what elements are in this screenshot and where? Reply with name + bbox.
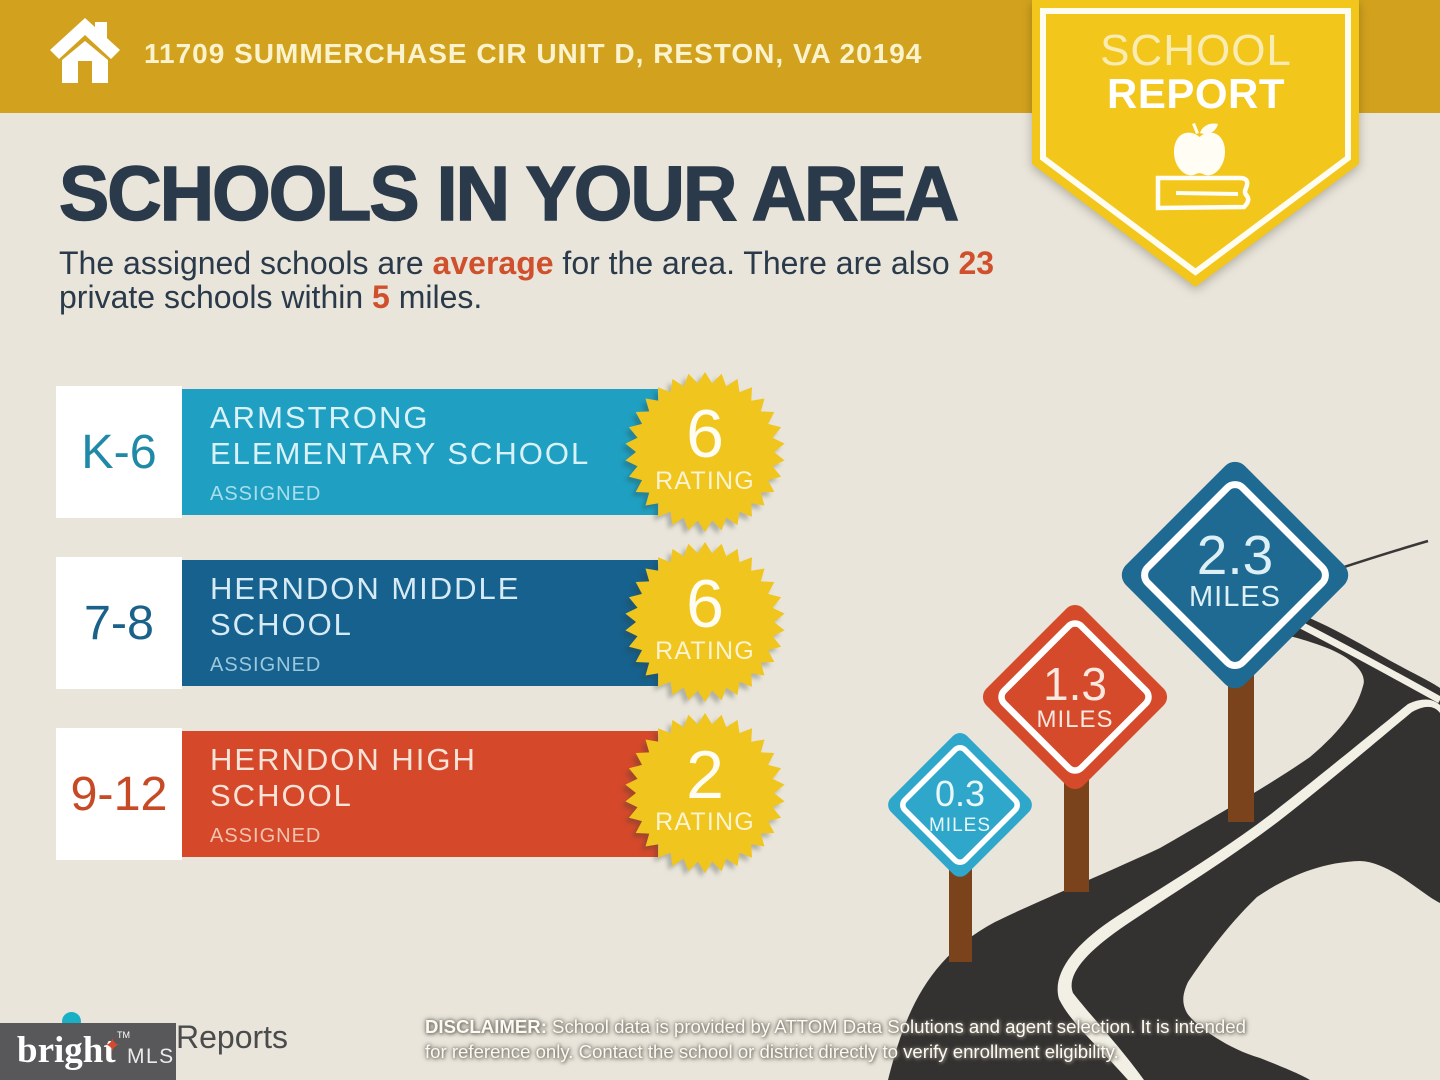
svg-text:0.3: 0.3 [935, 773, 985, 814]
svg-text:6: 6 [686, 566, 724, 642]
svg-text:2.3: 2.3 [1197, 524, 1273, 586]
svg-text:1.3: 1.3 [1043, 658, 1107, 710]
svg-text:6: 6 [686, 396, 724, 472]
svg-text:RATING: RATING [655, 637, 755, 665]
svg-text:RATING: RATING [655, 808, 755, 836]
svg-text:REPORT: REPORT [1107, 70, 1285, 117]
svg-text:MILES: MILES [1189, 581, 1281, 613]
svg-text:2: 2 [686, 737, 724, 813]
svg-text:RATING: RATING [655, 467, 755, 495]
svg-text:MILES: MILES [929, 815, 991, 836]
svg-text:SCHOOL: SCHOOL [1100, 26, 1292, 75]
svg-text:MILES: MILES [1036, 706, 1113, 733]
